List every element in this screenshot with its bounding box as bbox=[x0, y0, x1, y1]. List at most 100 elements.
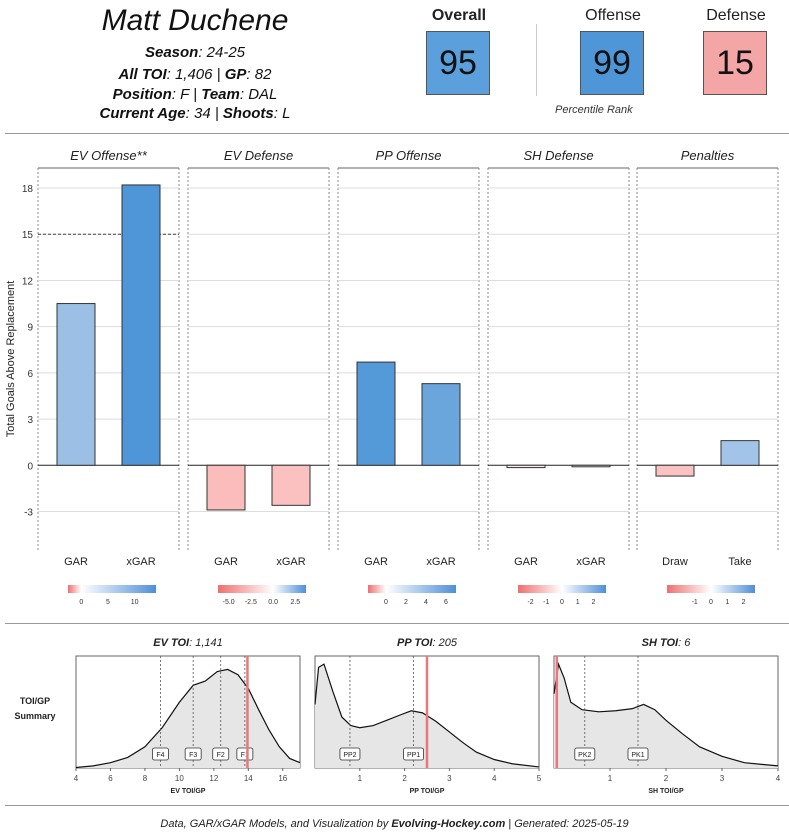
role-marker-label: F1 bbox=[241, 752, 249, 759]
bar-gar bbox=[506, 464, 546, 469]
x-tick-label: 1 bbox=[358, 774, 363, 783]
legend-tick-label: 0 bbox=[384, 599, 388, 606]
x-tick-label: Take bbox=[728, 556, 751, 568]
offense-rank-box: 99 bbox=[580, 31, 644, 95]
x-tick-label: GAR bbox=[364, 556, 388, 568]
y-tick-label: 3 bbox=[27, 415, 33, 426]
divider-middle bbox=[5, 623, 789, 624]
toi-panel: EV TOI: 1,141 F4 F3 F2 F1 4 6 8 10 12 14 16 EV TOI/G… bbox=[74, 637, 301, 795]
offense-label: Offense bbox=[585, 7, 641, 24]
color-legend-bar bbox=[518, 585, 606, 593]
x-tick-label: 3 bbox=[720, 774, 725, 783]
role-marker-label: PP2 bbox=[343, 752, 356, 759]
role-marker-label: PP1 bbox=[407, 752, 420, 759]
bar-take bbox=[720, 440, 760, 466]
density-area bbox=[76, 669, 300, 768]
x-tick-label: xGAR bbox=[426, 556, 455, 568]
gar-panel: Penalties Draw Take -1 0 1 2 bbox=[636, 148, 779, 606]
role-marker-box bbox=[574, 747, 596, 761]
bar-gar bbox=[356, 361, 396, 466]
role-marker-label: F4 bbox=[156, 752, 164, 759]
legend-tick-label: 1 bbox=[576, 599, 580, 606]
gar-panel: PP Offense GAR xGAR 0 2 4 6 bbox=[337, 148, 480, 606]
toi-panel-title: SH TOI: 6 bbox=[642, 637, 692, 649]
density-line bbox=[553, 661, 779, 767]
overall-label: Overall bbox=[431, 7, 487, 24]
x-tick-label: 3 bbox=[447, 774, 452, 783]
legend-tick-label: 0 bbox=[79, 599, 83, 606]
toi-x-axis-label: SH TOI/GP bbox=[648, 788, 684, 795]
position-label: Position bbox=[112, 86, 172, 103]
x-tick-label: GAR bbox=[214, 556, 238, 568]
y-tick-label: 6 bbox=[27, 369, 33, 380]
gp-label: GP bbox=[224, 66, 247, 83]
bar-draw bbox=[655, 464, 695, 477]
gar-bar-chart: Total Goals Above Replacement-3036912151… bbox=[5, 148, 779, 606]
x-tick-label: 1 bbox=[608, 774, 613, 783]
panel-title: EV Defense bbox=[224, 148, 293, 163]
overall-rank-box: 95 bbox=[426, 31, 490, 95]
divider-bottom bbox=[5, 805, 789, 806]
density-line bbox=[314, 663, 540, 768]
defense-rank-box: 15 bbox=[703, 31, 767, 95]
x-tick-label: 4 bbox=[776, 774, 781, 783]
x-tick-label: 5 bbox=[537, 774, 542, 783]
shoots-label: Shoots bbox=[222, 105, 274, 122]
toi-panel-title: PP TOI: 205 bbox=[397, 637, 458, 649]
x-tick-label: GAR bbox=[64, 556, 88, 568]
player-name: Matt Duchene bbox=[101, 4, 289, 37]
color-legend-bar bbox=[68, 585, 156, 593]
footer-site-link: Evolving-Hockey.com bbox=[391, 818, 506, 830]
color-legend-bar bbox=[667, 585, 755, 593]
toi-label: All TOI bbox=[118, 66, 167, 83]
x-tick-label: 12 bbox=[209, 774, 218, 783]
toi-title-bold: SH TOI bbox=[642, 637, 679, 649]
legend-tick-label: -2.5 bbox=[245, 599, 257, 606]
legend-tick-label: 0 bbox=[560, 599, 564, 606]
bar-xgar bbox=[121, 184, 161, 466]
team-value: : DAL bbox=[239, 86, 278, 103]
position-line: Position: F | Team: DAL bbox=[20, 86, 370, 103]
x-tick-label: GAR bbox=[514, 556, 538, 568]
age-value: : 34 | bbox=[185, 105, 223, 122]
legend-tick-label: 2 bbox=[591, 599, 595, 606]
y-tick-label: -3 bbox=[24, 507, 33, 518]
bar-xgar bbox=[271, 464, 311, 506]
y-axis-label: Total Goals Above Replacement bbox=[5, 281, 17, 438]
bar-gar bbox=[206, 464, 246, 511]
role-marker-box bbox=[236, 747, 254, 761]
x-tick-label: 14 bbox=[244, 774, 253, 783]
density-area bbox=[554, 664, 778, 768]
legend-tick-label: 0 bbox=[709, 599, 713, 606]
gp-value: : 82 bbox=[246, 66, 272, 83]
toi-title-value: : 1,141 bbox=[189, 637, 223, 649]
age-line: Current Age: 34 | Shoots: L bbox=[20, 105, 370, 122]
toi-title-value: : 205 bbox=[433, 637, 458, 649]
shoots-value: : L bbox=[273, 105, 291, 122]
x-tick-label: 4 bbox=[74, 774, 79, 783]
team-label: Team bbox=[201, 86, 240, 103]
legend-tick-label: 2.5 bbox=[290, 599, 300, 606]
toi-line: All TOI: 1,406 | GP: 82 bbox=[20, 66, 370, 83]
footer-credit: Data, GAR/xGAR Models, and Visualization… bbox=[0, 818, 789, 830]
season-line: Season: 24-25 bbox=[20, 44, 370, 61]
toi-panel-title: EV TOI: 1,141 bbox=[153, 637, 223, 649]
legend-tick-label: 0.0 bbox=[268, 599, 278, 606]
age-label: Current Age bbox=[99, 105, 186, 122]
role-marker-box bbox=[627, 747, 649, 761]
role-marker-box bbox=[212, 747, 230, 761]
legend-tick-label: -1 bbox=[543, 599, 549, 606]
color-legend-bar bbox=[368, 585, 456, 593]
x-tick-label: 6 bbox=[108, 774, 113, 783]
legend-tick-label: 2 bbox=[404, 599, 408, 606]
toi-panel: PP TOI: 205 PP2 PP1 1 2 3 4 5 PP TOI/GP bbox=[314, 637, 542, 795]
defense-label: Defense bbox=[706, 7, 766, 24]
toi-title-bold: PP TOI bbox=[397, 637, 433, 649]
gar-panel: EV Defense GAR xGAR -5.0 -2.5 0.0 2.5 bbox=[187, 148, 330, 606]
legend-tick-label: -2 bbox=[527, 599, 533, 606]
legend-tick-label: 2 bbox=[742, 599, 746, 606]
divider-top bbox=[5, 133, 789, 134]
bar-xgar bbox=[571, 464, 611, 468]
x-tick-label: 2 bbox=[402, 774, 407, 783]
y-tick-label: 15 bbox=[22, 230, 34, 241]
